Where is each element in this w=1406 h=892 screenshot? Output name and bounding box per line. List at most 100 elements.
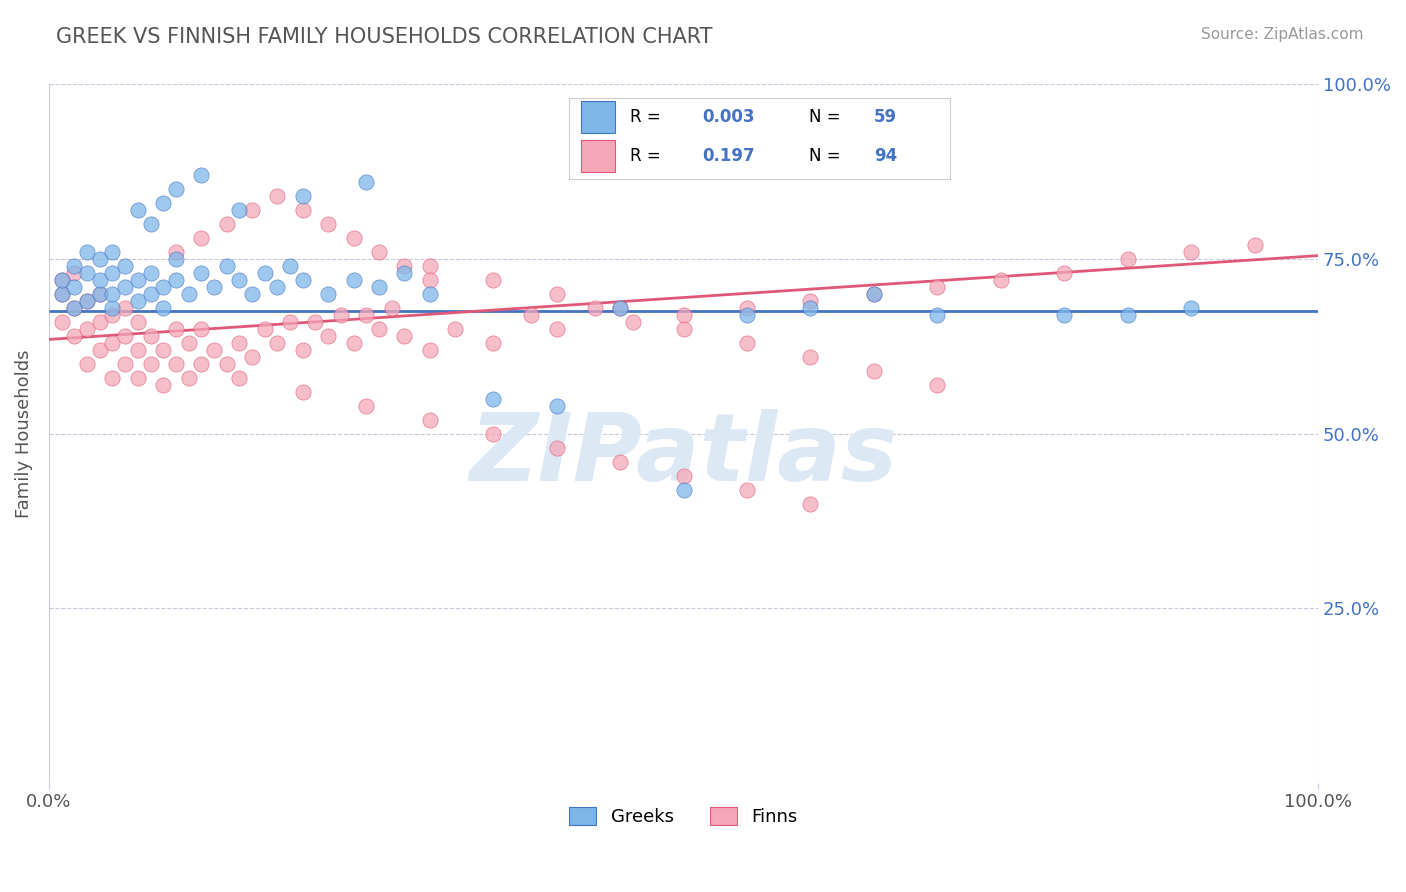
Point: [583, 301, 606, 315]
Point: [291, 189, 314, 203]
Point: [1243, 238, 1265, 252]
Point: [63, 301, 86, 315]
Text: Source: ZipAtlas.com: Source: ZipAtlas.com: [1201, 27, 1364, 42]
Point: [139, 329, 162, 343]
Text: GREEK VS FINNISH FAMILY HOUSEHOLDS CORRELATION CHART: GREEK VS FINNISH FAMILY HOUSEHOLDS CORRE…: [56, 27, 713, 46]
Point: [394, 259, 416, 273]
Point: [215, 217, 238, 231]
Point: [672, 483, 695, 497]
Point: [139, 217, 162, 231]
Point: [228, 371, 250, 385]
Y-axis label: Family Households: Family Households: [15, 350, 32, 518]
Point: [127, 315, 149, 329]
Point: [368, 245, 391, 260]
Point: [266, 189, 288, 203]
Point: [190, 357, 212, 371]
Point: [152, 343, 174, 357]
Point: [329, 308, 352, 322]
Point: [356, 399, 378, 413]
Point: [419, 343, 441, 357]
Point: [101, 245, 124, 260]
Point: [278, 315, 301, 329]
Point: [672, 308, 695, 322]
Point: [190, 231, 212, 245]
Point: [63, 259, 86, 273]
Point: [316, 329, 339, 343]
Point: [127, 293, 149, 308]
Point: [482, 273, 505, 287]
Point: [63, 280, 86, 294]
Point: [419, 287, 441, 301]
Point: [114, 329, 136, 343]
Point: [228, 335, 250, 350]
Point: [342, 335, 364, 350]
Text: ZIPatlas: ZIPatlas: [470, 409, 897, 500]
Point: [152, 280, 174, 294]
Point: [1053, 308, 1076, 322]
Point: [215, 259, 238, 273]
Point: [89, 287, 111, 301]
Point: [735, 308, 758, 322]
Point: [202, 280, 225, 294]
Point: [114, 357, 136, 371]
Point: [190, 322, 212, 336]
Point: [165, 322, 187, 336]
Point: [165, 245, 187, 260]
Point: [735, 335, 758, 350]
Point: [76, 293, 98, 308]
Point: [444, 322, 467, 336]
Point: [368, 280, 391, 294]
Point: [76, 245, 98, 260]
Point: [89, 287, 111, 301]
Point: [266, 280, 288, 294]
Point: [76, 293, 98, 308]
Point: [291, 273, 314, 287]
Point: [356, 175, 378, 189]
Point: [672, 322, 695, 336]
Point: [609, 455, 631, 469]
Point: [356, 308, 378, 322]
Point: [253, 322, 276, 336]
Point: [63, 266, 86, 280]
Point: [228, 273, 250, 287]
Point: [304, 315, 326, 329]
Point: [177, 371, 200, 385]
Point: [89, 343, 111, 357]
Point: [101, 266, 124, 280]
Point: [381, 301, 404, 315]
Point: [799, 293, 821, 308]
Point: [342, 273, 364, 287]
Point: [101, 287, 124, 301]
Point: [63, 301, 86, 315]
Point: [165, 182, 187, 196]
Point: [609, 301, 631, 315]
Point: [394, 329, 416, 343]
Point: [152, 196, 174, 211]
Point: [51, 315, 73, 329]
Point: [89, 273, 111, 287]
Point: [927, 280, 949, 294]
Point: [799, 497, 821, 511]
Point: [520, 308, 543, 322]
Point: [1053, 266, 1076, 280]
Point: [177, 287, 200, 301]
Point: [609, 301, 631, 315]
Point: [139, 266, 162, 280]
Point: [152, 377, 174, 392]
Point: [863, 287, 886, 301]
Point: [799, 301, 821, 315]
Point: [165, 357, 187, 371]
Point: [89, 315, 111, 329]
Point: [863, 287, 886, 301]
Point: [621, 315, 644, 329]
Point: [546, 441, 568, 455]
Point: [165, 273, 187, 287]
Point: [139, 287, 162, 301]
Point: [291, 343, 314, 357]
Point: [51, 287, 73, 301]
Point: [51, 273, 73, 287]
Point: [927, 308, 949, 322]
Point: [101, 371, 124, 385]
Point: [394, 266, 416, 280]
Point: [482, 335, 505, 350]
